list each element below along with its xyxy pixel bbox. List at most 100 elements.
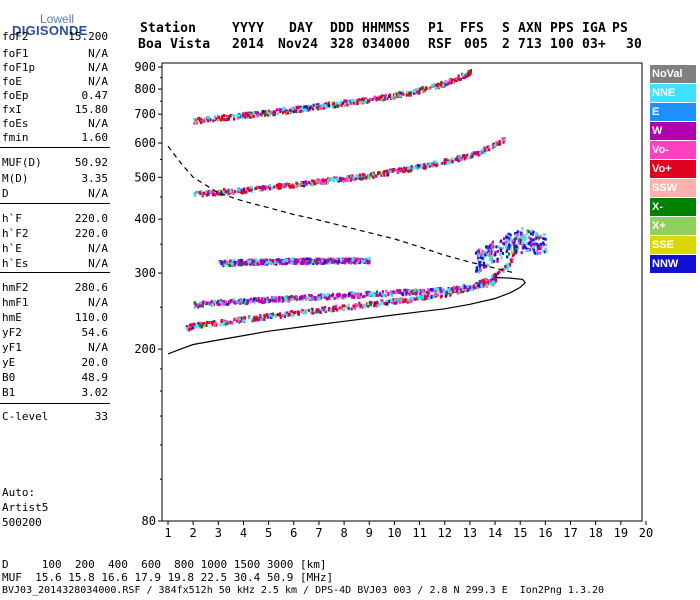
echo-point — [460, 158, 463, 162]
echo-point — [376, 301, 379, 305]
x-tick-label: 2 — [190, 526, 197, 540]
param-separator — [0, 403, 110, 404]
echo-point — [393, 94, 396, 97]
echo-point — [505, 249, 509, 253]
echo-point — [499, 249, 503, 253]
echo-point — [355, 294, 358, 298]
param-value: 33 — [94, 410, 108, 423]
echo-point — [264, 110, 267, 114]
echo-point — [226, 303, 229, 306]
echo-point — [362, 176, 365, 180]
echo-point — [445, 80, 448, 84]
echo-point — [408, 91, 411, 95]
echo-point — [354, 101, 358, 105]
echo-point — [314, 259, 317, 263]
echo-point — [486, 253, 490, 257]
echo-point — [529, 239, 532, 243]
echo-point — [275, 262, 278, 266]
echo-point — [331, 292, 335, 296]
echo-point — [199, 121, 202, 125]
echo-point — [238, 114, 241, 118]
echo-point — [290, 184, 293, 188]
echo-point — [317, 308, 320, 312]
echo-point — [295, 110, 298, 114]
echo-point — [525, 249, 528, 253]
echo-point — [294, 311, 297, 314]
echo-point — [299, 109, 302, 113]
echo-point — [272, 185, 276, 189]
echo-point — [423, 297, 426, 301]
echo-point — [447, 161, 450, 165]
param-value: 3.02 — [81, 386, 109, 399]
param-value: N/A — [88, 117, 108, 130]
echo-point — [371, 173, 375, 177]
echo-point — [239, 262, 242, 266]
legend-item-e: E — [650, 103, 696, 121]
echo-point — [319, 293, 323, 297]
echo-point — [192, 322, 195, 326]
echo-point — [277, 182, 280, 186]
echo-point — [371, 293, 374, 297]
echo-point — [198, 190, 201, 194]
echo-point — [219, 193, 222, 196]
echo-point — [487, 246, 490, 250]
echo-point — [407, 166, 410, 170]
echo-point — [355, 259, 358, 263]
echo-point — [343, 99, 346, 103]
echo-point — [350, 174, 353, 178]
echo-point — [212, 190, 215, 193]
echo-point — [297, 105, 300, 109]
echo-point — [488, 279, 491, 283]
echo-point — [352, 101, 355, 105]
echo-point — [235, 319, 238, 323]
echo-point — [428, 162, 431, 166]
echo-point — [365, 291, 368, 295]
echo-point — [318, 104, 321, 108]
echo-point — [190, 323, 193, 327]
echo-point — [430, 288, 433, 291]
echo-point — [396, 169, 399, 173]
echo-point — [445, 158, 448, 162]
echo-point — [295, 258, 298, 262]
echo-point — [364, 98, 368, 102]
param-label: foF1p — [2, 61, 36, 74]
echo-point — [294, 262, 297, 266]
echo-point — [381, 94, 384, 98]
echo-point — [267, 113, 270, 117]
echo-point — [310, 294, 313, 298]
echo-point — [263, 315, 266, 319]
echo-point — [493, 280, 496, 284]
echo-point — [340, 258, 343, 261]
echo-point — [463, 284, 466, 288]
echo-point — [506, 267, 509, 271]
echo-point — [363, 173, 366, 177]
echo-point — [298, 296, 301, 300]
echo-point — [361, 303, 364, 307]
param-value: 0.47 — [81, 89, 109, 102]
x-tick-label: 16 — [538, 526, 552, 540]
echo-point — [360, 100, 363, 104]
echo-point — [232, 191, 235, 195]
echo-point — [217, 299, 220, 303]
echo-point — [303, 294, 306, 298]
echo-point — [262, 185, 265, 189]
echo-point — [302, 257, 305, 261]
echo-point — [253, 300, 256, 304]
echo-point — [266, 260, 269, 264]
echo-point — [496, 249, 499, 253]
echo-point — [286, 259, 289, 262]
echo-point — [432, 164, 435, 168]
echo-point — [380, 291, 383, 295]
param-label: h`F2 — [2, 227, 29, 240]
echo-point — [469, 69, 472, 73]
param-value: 220.0 — [74, 227, 108, 240]
auto-info: Auto: Artist5 500200 — [2, 485, 48, 530]
y-tick-label: 200 — [134, 342, 156, 356]
auto-label: Auto: — [2, 486, 36, 499]
echo-point — [218, 260, 221, 264]
echo-point — [461, 73, 464, 77]
echo-point — [322, 308, 325, 312]
echo-point — [467, 70, 470, 73]
echo-point — [405, 93, 408, 97]
echo-point — [281, 262, 284, 266]
